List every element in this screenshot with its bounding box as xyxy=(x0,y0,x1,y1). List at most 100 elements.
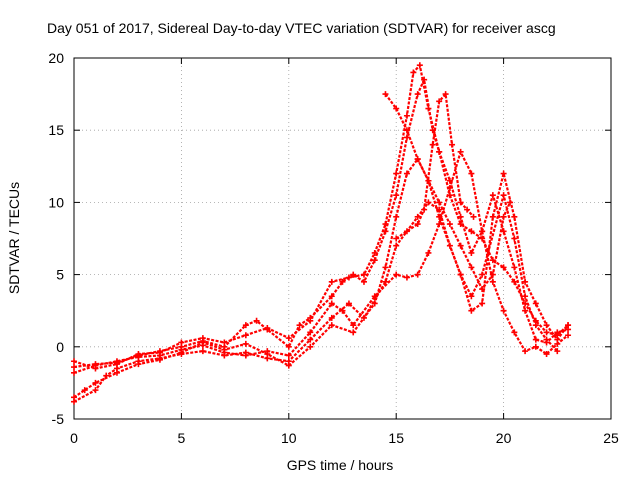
data-point xyxy=(113,361,120,368)
data-point xyxy=(479,271,486,278)
data-point xyxy=(468,249,475,256)
y-tick-label: 0 xyxy=(56,339,64,355)
data-point xyxy=(71,358,77,365)
data-point xyxy=(135,361,142,368)
data-point xyxy=(414,91,421,98)
data-point xyxy=(554,340,561,347)
data-point xyxy=(532,336,539,343)
data-point xyxy=(393,170,400,177)
data-series xyxy=(71,62,572,405)
data-point xyxy=(393,105,400,112)
data-point xyxy=(436,221,443,228)
series-track-b xyxy=(71,156,561,401)
data-point xyxy=(71,394,77,401)
data-point xyxy=(371,257,378,264)
data-point xyxy=(81,387,88,394)
data-point xyxy=(511,278,518,285)
data-point xyxy=(350,322,357,329)
x-tick-label: 10 xyxy=(281,430,297,446)
data-point xyxy=(221,339,228,346)
data-point xyxy=(403,112,410,119)
data-point xyxy=(565,332,572,339)
y-tick-label: -5 xyxy=(52,411,65,427)
data-point xyxy=(285,352,292,359)
data-point xyxy=(489,192,496,199)
data-point xyxy=(307,343,314,350)
data-point xyxy=(393,242,400,249)
data-point xyxy=(436,148,443,155)
data-point xyxy=(393,213,400,220)
data-point xyxy=(328,322,335,329)
data-point xyxy=(543,322,550,329)
series-track-f xyxy=(382,91,514,293)
y-tick-label: 5 xyxy=(56,267,64,283)
data-point xyxy=(532,317,539,324)
data-point xyxy=(489,271,496,278)
data-point xyxy=(511,264,518,271)
data-point xyxy=(414,221,421,228)
data-point xyxy=(199,335,206,342)
data-point xyxy=(511,235,518,242)
data-point xyxy=(464,206,471,213)
data-point xyxy=(468,264,475,271)
data-point xyxy=(178,339,185,346)
data-point xyxy=(328,293,335,300)
data-point xyxy=(242,322,249,329)
data-point xyxy=(414,271,421,278)
data-point xyxy=(371,300,378,307)
data-point xyxy=(382,278,389,285)
data-point xyxy=(403,127,410,134)
data-point xyxy=(92,379,99,386)
data-point xyxy=(328,300,335,307)
data-point xyxy=(489,278,496,285)
data-point xyxy=(479,300,486,307)
data-point xyxy=(371,249,378,256)
data-point xyxy=(532,300,539,307)
plot-frame xyxy=(73,57,612,420)
data-point xyxy=(345,300,352,307)
x-tick-label: 25 xyxy=(603,430,619,446)
data-point xyxy=(414,213,421,220)
data-point xyxy=(543,339,550,346)
data-point xyxy=(532,343,539,350)
y-tick-label: 20 xyxy=(48,50,64,66)
data-point xyxy=(522,293,529,300)
chart-title: Day 051 of 2017, Sidereal Day-to-day VTE… xyxy=(47,20,556,36)
data-point xyxy=(328,314,335,321)
data-point xyxy=(403,274,410,281)
data-point xyxy=(360,271,367,278)
data-point xyxy=(543,351,550,358)
data-point xyxy=(416,62,423,69)
data-point xyxy=(468,307,475,314)
y-axis-label: SDTVAR / TECUs xyxy=(6,182,22,294)
data-point xyxy=(446,192,453,199)
data-point xyxy=(500,170,507,177)
data-point xyxy=(264,325,271,332)
data-point xyxy=(449,141,456,148)
data-point xyxy=(242,340,249,347)
data-point xyxy=(296,322,303,329)
data-point xyxy=(328,278,335,285)
data-point xyxy=(468,293,475,300)
data-point xyxy=(468,170,475,177)
data-point xyxy=(500,264,507,271)
data-point xyxy=(446,177,453,184)
data-point xyxy=(285,335,292,342)
series-track-g xyxy=(393,91,477,242)
data-point xyxy=(457,271,464,278)
data-point xyxy=(156,349,163,356)
data-point xyxy=(436,98,443,105)
data-point xyxy=(382,221,389,228)
data-point xyxy=(414,156,421,163)
data-point xyxy=(500,213,507,220)
data-point xyxy=(403,228,410,235)
data-point xyxy=(339,307,346,314)
x-tick-label: 15 xyxy=(388,430,404,446)
data-point xyxy=(468,228,475,235)
data-point xyxy=(479,286,486,293)
data-point xyxy=(500,192,507,199)
data-point xyxy=(382,91,389,98)
data-point xyxy=(554,332,561,339)
